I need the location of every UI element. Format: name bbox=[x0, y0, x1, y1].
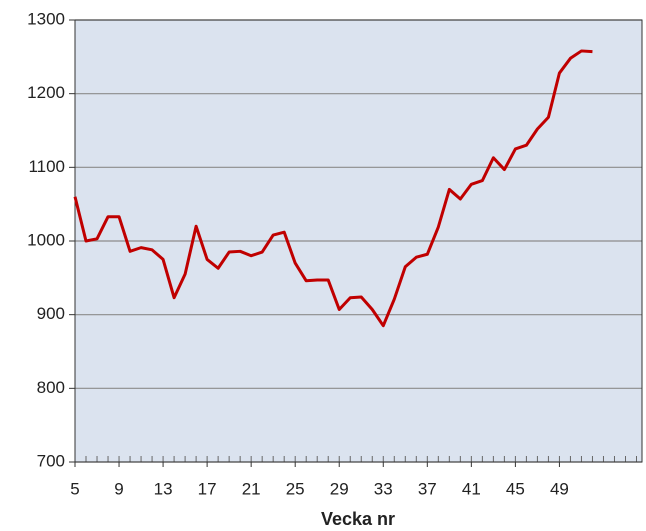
y-tick-label: 800 bbox=[37, 378, 65, 397]
x-tick-label: 45 bbox=[506, 479, 525, 498]
x-tick-label: 33 bbox=[374, 479, 393, 498]
x-tick-label: 37 bbox=[418, 479, 437, 498]
x-tick-label: 21 bbox=[242, 479, 261, 498]
x-tick-label: 49 bbox=[550, 479, 569, 498]
x-tick-label: 13 bbox=[154, 479, 173, 498]
x-axis-title: Vecka nr bbox=[321, 509, 395, 529]
x-tick-label: 41 bbox=[462, 479, 481, 498]
x-tick-label: 5 bbox=[70, 479, 79, 498]
y-tick-label: 1100 bbox=[28, 157, 65, 176]
x-tick-label: 29 bbox=[330, 479, 349, 498]
y-tick-label: 900 bbox=[37, 304, 65, 323]
x-tick-label: 17 bbox=[198, 479, 217, 498]
y-tick-label: 1300 bbox=[27, 9, 65, 28]
y-tick-label: 700 bbox=[37, 451, 65, 470]
x-tick-label: 9 bbox=[114, 479, 123, 498]
data-line bbox=[73, 49, 593, 328]
y-tick-label: 1000 bbox=[27, 230, 65, 249]
x-tick-label: 25 bbox=[286, 479, 305, 498]
plot-frame bbox=[74, 19, 643, 463]
y-tick-label: 1200 bbox=[27, 83, 65, 102]
